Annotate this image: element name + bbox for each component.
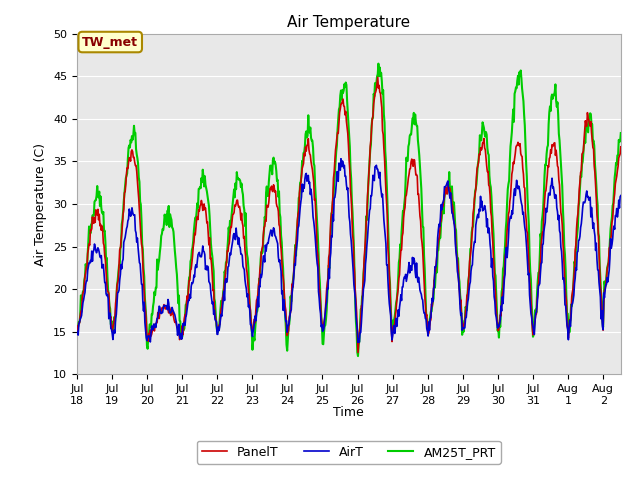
Legend: PanelT, AirT, AM25T_PRT: PanelT, AirT, AM25T_PRT bbox=[197, 441, 500, 464]
AirT bbox=[543, 209, 550, 215]
Line: PanelT: PanelT bbox=[77, 77, 621, 352]
AM25T_PRT bbox=[421, 266, 429, 272]
AirT bbox=[487, 248, 495, 253]
AirT bbox=[73, 328, 81, 334]
AirT bbox=[390, 323, 398, 328]
AM25T_PRT bbox=[390, 317, 398, 323]
AM25T_PRT bbox=[73, 328, 81, 334]
AirT bbox=[421, 311, 429, 316]
PanelT bbox=[390, 323, 398, 328]
PanelT bbox=[487, 209, 495, 215]
Text: TW_met: TW_met bbox=[82, 36, 138, 48]
Y-axis label: Air Temperature (C): Air Temperature (C) bbox=[35, 143, 47, 265]
PanelT bbox=[106, 315, 114, 321]
PanelT bbox=[617, 144, 625, 150]
AirT bbox=[354, 339, 362, 345]
AM25T_PRT bbox=[487, 184, 495, 190]
PanelT bbox=[543, 180, 550, 186]
AM25T_PRT bbox=[106, 306, 114, 312]
Line: AM25T_PRT: AM25T_PRT bbox=[77, 64, 621, 356]
Line: AirT: AirT bbox=[77, 159, 621, 342]
Title: Air Temperature: Air Temperature bbox=[287, 15, 410, 30]
PanelT bbox=[374, 74, 381, 80]
PanelT bbox=[73, 323, 81, 329]
PanelT bbox=[404, 175, 412, 181]
AirT bbox=[617, 192, 625, 198]
AM25T_PRT bbox=[374, 61, 382, 67]
AirT bbox=[404, 266, 412, 272]
X-axis label: Time: Time bbox=[333, 406, 364, 419]
AM25T_PRT bbox=[354, 353, 362, 359]
AirT bbox=[106, 311, 114, 316]
PanelT bbox=[354, 349, 362, 355]
AM25T_PRT bbox=[404, 144, 412, 149]
AM25T_PRT bbox=[543, 151, 550, 157]
AM25T_PRT bbox=[617, 130, 625, 136]
AirT bbox=[337, 156, 345, 162]
PanelT bbox=[421, 292, 429, 298]
